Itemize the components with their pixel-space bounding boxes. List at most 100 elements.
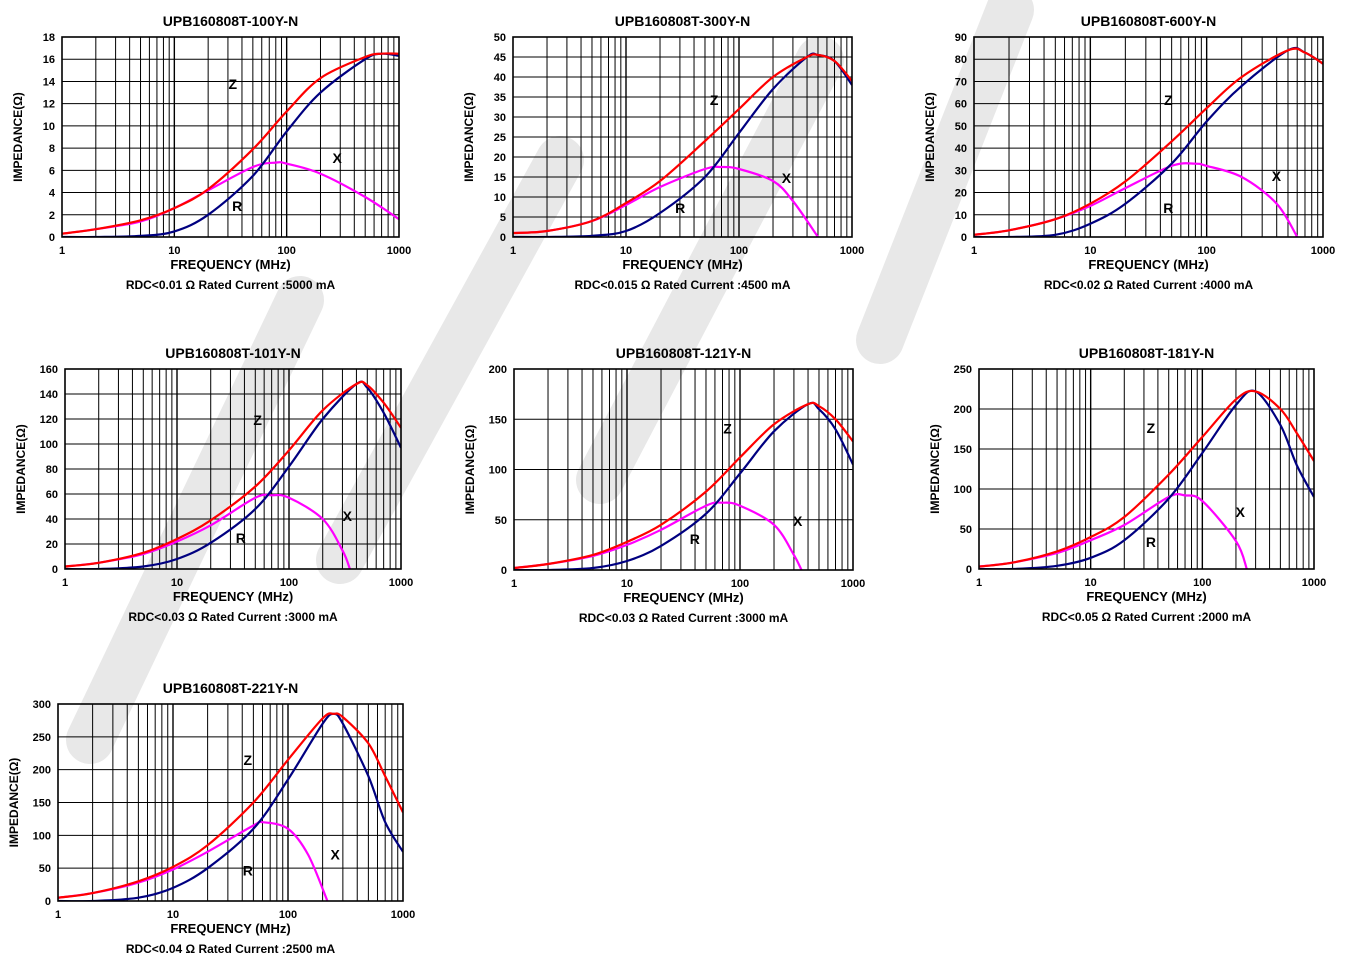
y-tick-label: 150 bbox=[954, 444, 972, 456]
y-tick-label: 120 bbox=[40, 414, 58, 426]
y-tick-label: 50 bbox=[955, 121, 967, 133]
y-tick-label: 200 bbox=[954, 404, 972, 416]
grid bbox=[513, 37, 852, 237]
chart-title: UPB160808T-121Y-N bbox=[616, 345, 751, 361]
y-tick-label: 70 bbox=[955, 76, 967, 88]
x-tick-label: 1 bbox=[510, 245, 516, 257]
y-tick-label: 0 bbox=[966, 564, 972, 576]
y-tick-label: 150 bbox=[33, 798, 51, 810]
series-z-line bbox=[974, 47, 1323, 236]
grid bbox=[974, 37, 1323, 237]
plot-frame bbox=[973, 36, 1324, 238]
y-tick-label: 10 bbox=[494, 192, 506, 204]
y-tick-label: 20 bbox=[46, 539, 58, 551]
y-tick-label: 160 bbox=[40, 364, 58, 376]
watermark-stroke-2 bbox=[316, 136, 584, 584]
chart-7: UPB160808T-221Y-N 0 50 100 150 200 250 300 1 10 10… bbox=[7, 680, 415, 956]
y-tick-label: 0 bbox=[501, 565, 507, 577]
y-tick-label: 16 bbox=[43, 54, 55, 66]
y-tick-label: 200 bbox=[33, 765, 51, 777]
y-tick-label: 250 bbox=[954, 364, 972, 376]
y-tick-label: 50 bbox=[39, 863, 51, 875]
grid bbox=[514, 369, 853, 570]
curves bbox=[513, 52, 852, 237]
curve-label-r: R bbox=[690, 531, 700, 547]
chart-1: UPB160808T-100Y-N 0 2 4 6 8 10 12 14 16 18 1 10 100 10… bbox=[11, 13, 411, 292]
chart-title: UPB160808T-600Y-N bbox=[1081, 13, 1216, 29]
grid bbox=[62, 37, 399, 237]
y-tick-label: 4 bbox=[49, 188, 56, 200]
x-tick-label: 1 bbox=[62, 577, 68, 589]
y-tick-label: 12 bbox=[43, 99, 55, 111]
y-axis-label: IMPEDANCE(Ω) bbox=[462, 92, 476, 182]
curves bbox=[58, 712, 403, 901]
x-tick-label: 100 bbox=[279, 909, 297, 921]
plot-frame bbox=[512, 36, 853, 238]
y-tick-label: 10 bbox=[955, 210, 967, 222]
y-tick-label: 2 bbox=[49, 210, 55, 222]
curve-label-r: R bbox=[236, 530, 246, 546]
y-tick-label: 0 bbox=[52, 564, 58, 576]
x-tick-label: 1 bbox=[971, 245, 977, 257]
x-tick-label: 10 bbox=[171, 577, 183, 589]
curve-label-x: X bbox=[330, 847, 340, 863]
watermark-stroke-4 bbox=[856, 0, 1034, 364]
series-z-line bbox=[58, 712, 403, 899]
x-tick-label: 1000 bbox=[389, 577, 413, 589]
y-tick-label: 100 bbox=[33, 830, 51, 842]
y-axis-label: IMPEDANCE(Ω) bbox=[928, 424, 942, 514]
curve-label-z: Z bbox=[228, 76, 237, 92]
y-axis-label: IMPEDANCE(Ω) bbox=[11, 92, 25, 182]
curve-label-z: Z bbox=[1164, 92, 1173, 108]
y-tick-label: 0 bbox=[49, 232, 55, 244]
curve-label-z: Z bbox=[253, 412, 262, 428]
x-tick-label: 10 bbox=[620, 245, 632, 257]
y-tick-label: 250 bbox=[33, 732, 51, 744]
y-tick-label: 150 bbox=[489, 414, 507, 426]
x-tick-label: 1 bbox=[976, 577, 982, 589]
y-tick-label: 50 bbox=[494, 32, 506, 44]
series-r-line bbox=[974, 46, 1323, 237]
x-axis-label: FREQUENCY (MHz) bbox=[170, 257, 290, 272]
plot-frame bbox=[64, 368, 402, 570]
series-x-line bbox=[514, 501, 803, 570]
x-axis-label: FREQUENCY (MHz) bbox=[1088, 257, 1208, 272]
chart-title: UPB160808T-101Y-N bbox=[165, 345, 300, 361]
y-tick-label: 14 bbox=[43, 76, 56, 88]
y-tick-label: 15 bbox=[494, 172, 506, 184]
series-r-line bbox=[514, 401, 853, 570]
y-axis-label: IMPEDANCE(Ω) bbox=[7, 758, 21, 848]
curve-label-x: X bbox=[1272, 168, 1282, 184]
x-tick-label: 1000 bbox=[1311, 245, 1335, 257]
x-tick-label: 1000 bbox=[387, 245, 411, 257]
y-tick-label: 40 bbox=[494, 72, 506, 84]
y-tick-label: 300 bbox=[33, 699, 51, 711]
plot-frame bbox=[513, 368, 854, 571]
curve-label-r: R bbox=[1146, 534, 1156, 550]
y-tick-label: 0 bbox=[45, 896, 51, 908]
x-axis-label: FREQUENCY (MHz) bbox=[622, 257, 742, 272]
grid bbox=[65, 369, 401, 569]
curve-label-x: X bbox=[343, 508, 353, 524]
curves bbox=[974, 46, 1323, 237]
plot-frame bbox=[61, 36, 400, 238]
watermark bbox=[66, 0, 1034, 764]
y-tick-label: 30 bbox=[494, 112, 506, 124]
x-tick-label: 100 bbox=[277, 245, 295, 257]
grid bbox=[979, 369, 1314, 569]
y-tick-label: 40 bbox=[46, 514, 58, 526]
y-tick-label: 80 bbox=[46, 464, 58, 476]
chart-title: UPB160808T-300Y-N bbox=[615, 13, 750, 29]
chart-4: UPB160808T-101Y-N 0 20 40 60 80 100 120 140 160 1 1… bbox=[14, 345, 413, 624]
x-tick-label: 1 bbox=[511, 578, 517, 590]
x-axis-label: FREQUENCY (MHz) bbox=[623, 590, 743, 605]
y-tick-label: 25 bbox=[494, 132, 506, 144]
plot-frame bbox=[57, 703, 404, 902]
chart-footer: RDC<0.04 Ω Rated Current :2500 mA bbox=[126, 942, 336, 956]
curve-label-r: R bbox=[675, 200, 685, 216]
series-z-line bbox=[513, 53, 852, 235]
y-tick-label: 200 bbox=[489, 364, 507, 376]
x-axis-label: FREQUENCY (MHz) bbox=[170, 921, 290, 936]
y-tick-label: 60 bbox=[46, 489, 58, 501]
